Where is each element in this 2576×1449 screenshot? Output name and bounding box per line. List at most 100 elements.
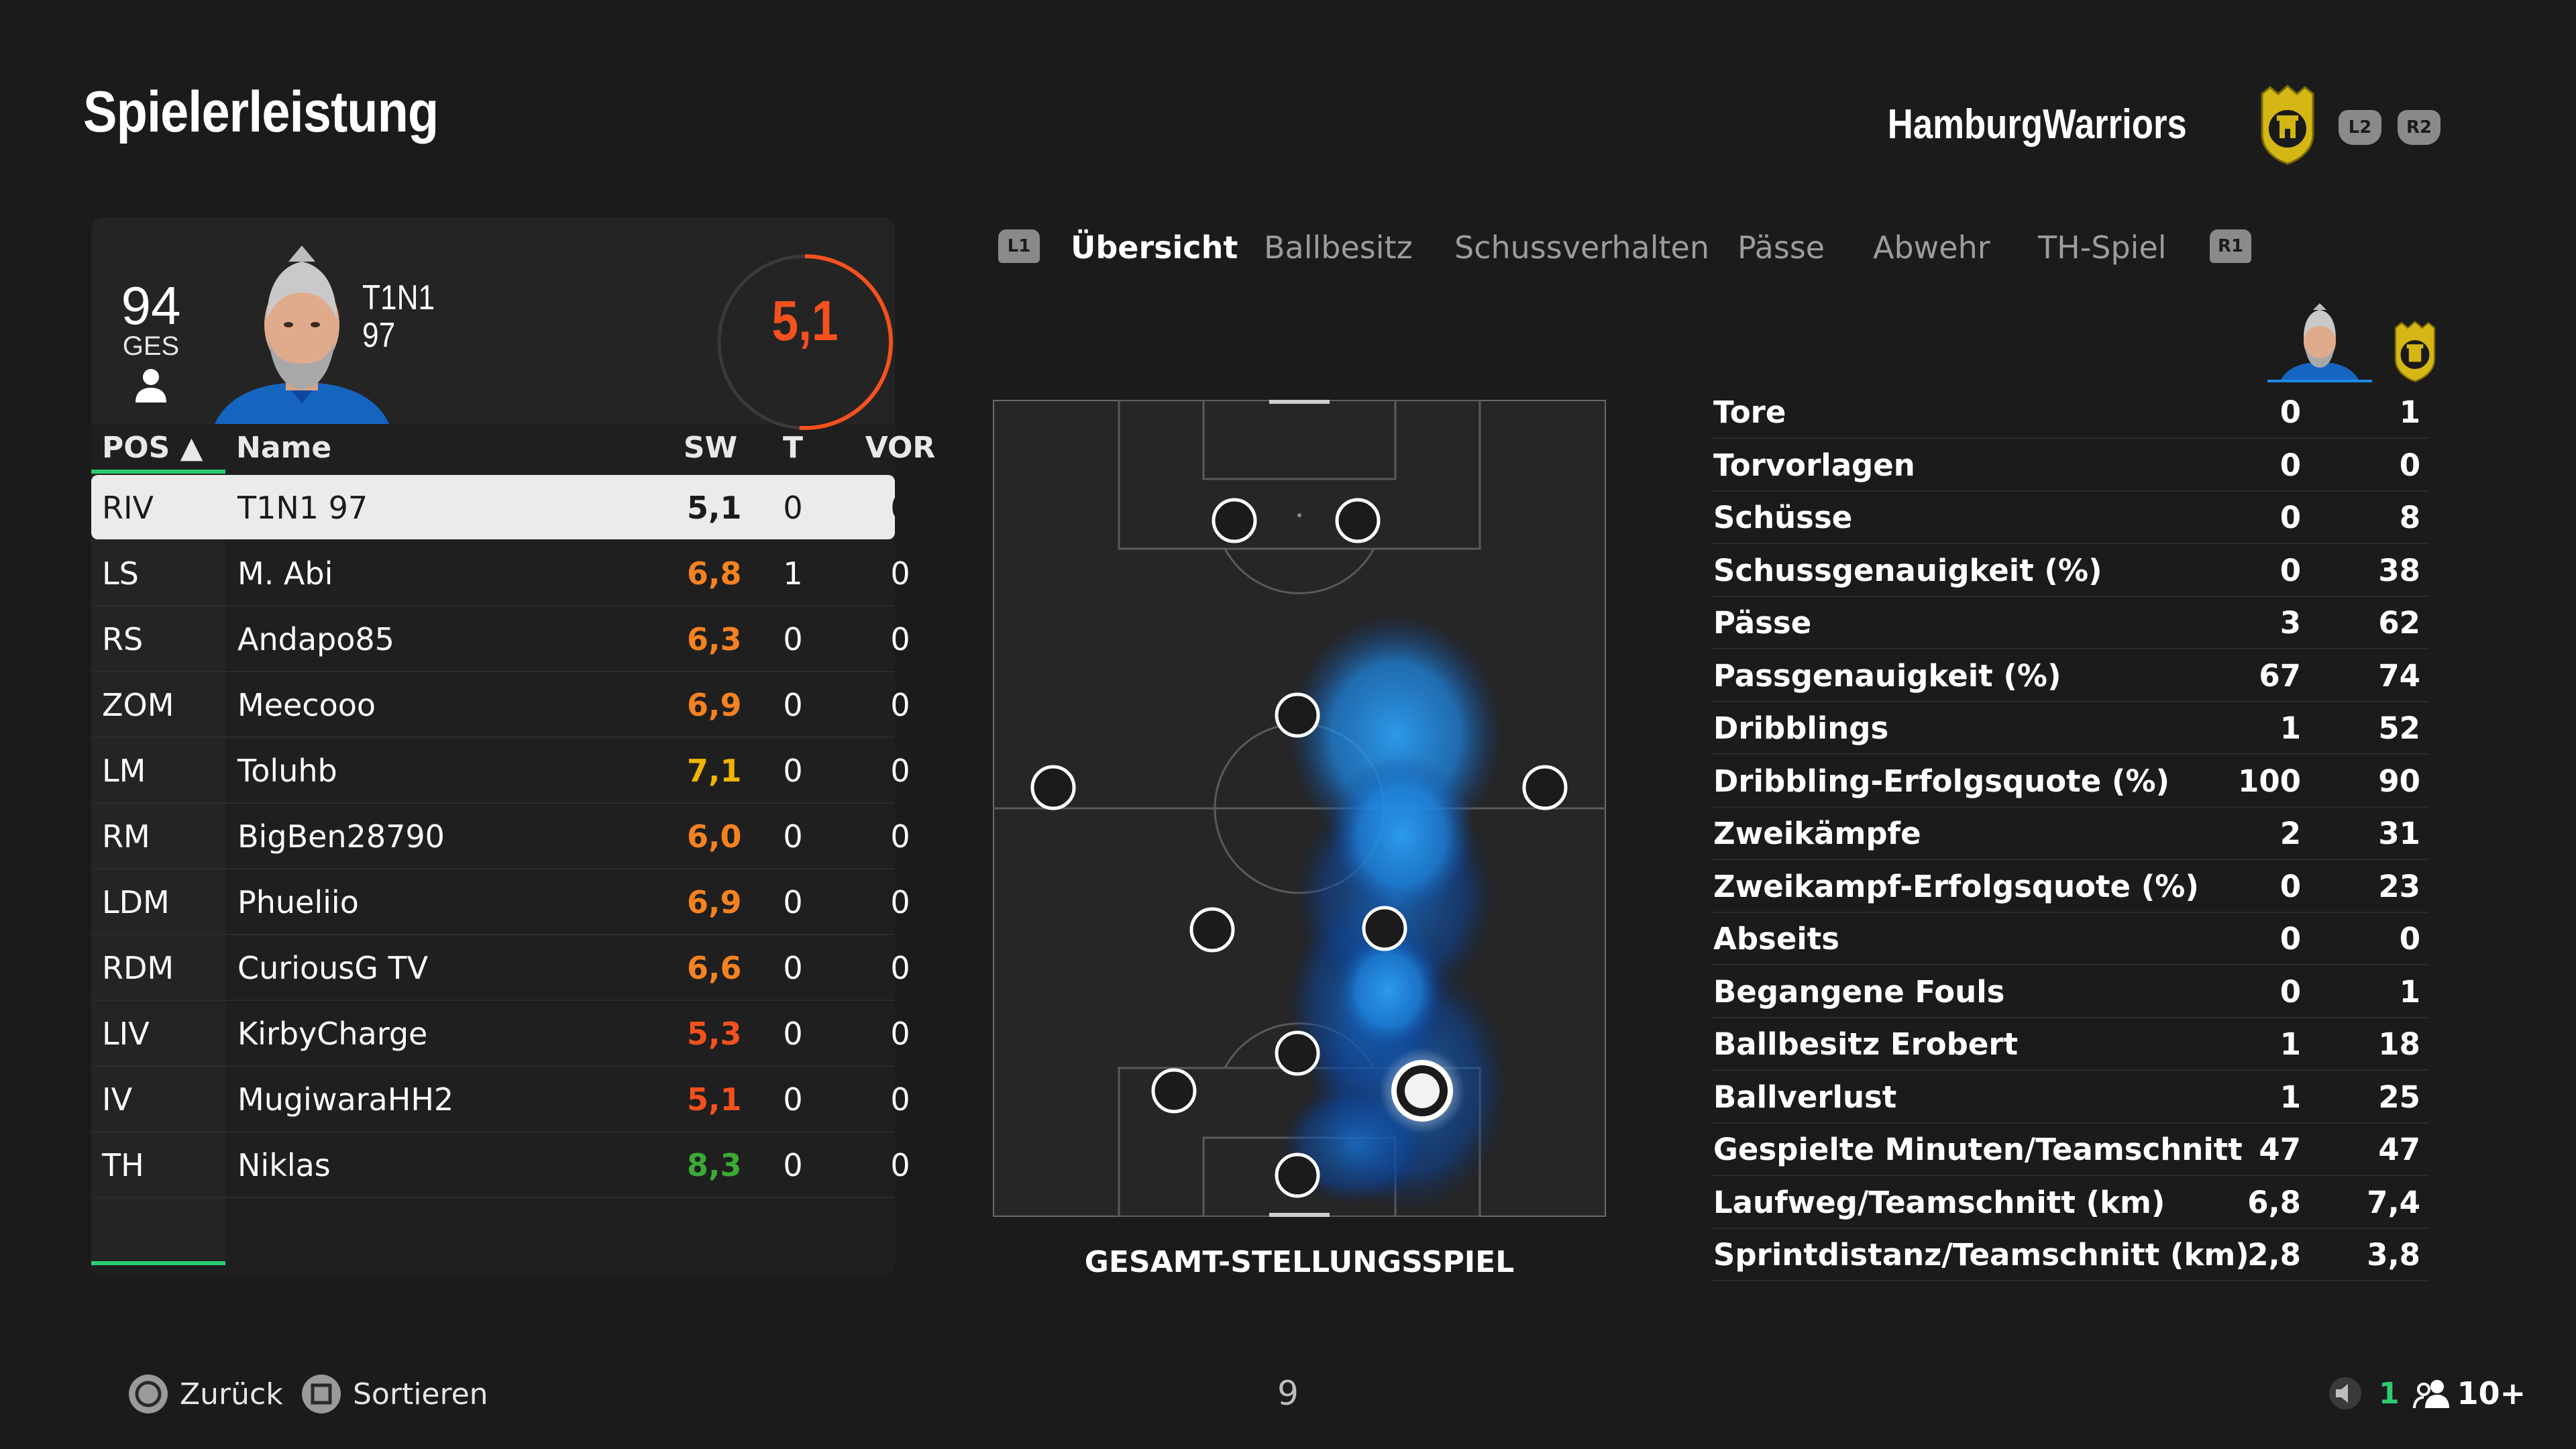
player-rating: 5,1: [687, 1081, 742, 1118]
tab-abwehr[interactable]: Abwehr: [1873, 229, 1990, 266]
stat-team-value: 90: [2378, 763, 2420, 799]
square-button-icon: [302, 1375, 341, 1413]
player-assists: 0: [890, 1081, 910, 1118]
heatmap-caption: GESAMT-STELLUNGSSPIEL: [1084, 1245, 1515, 1279]
player-count: 10+: [2457, 1375, 2526, 1411]
stat-team-value: 52: [2378, 710, 2420, 746]
stat-label: Schüsse: [1713, 500, 1853, 535]
player-assists: 0: [890, 950, 910, 986]
l1-button[interactable]: L1: [998, 229, 1040, 263]
player-goals: 0: [783, 818, 803, 855]
player-goals: 0: [783, 687, 803, 723]
table-row[interactable]: TH Niklas 8,3 0 0: [91, 1132, 910, 1198]
tab-ballbesitz[interactable]: Ballbesitz: [1264, 229, 1413, 266]
column-sw[interactable]: SW: [683, 431, 738, 465]
player-assists: 0: [890, 1016, 910, 1052]
player-name-cell: KirbyCharge: [237, 1016, 428, 1052]
stat-label: Schussgenauigkeit (%): [1713, 553, 2102, 588]
tab-th-spiel[interactable]: TH-Spiel: [2038, 229, 2167, 266]
tab-schussverhalten[interactable]: Schussverhalten: [1454, 229, 1709, 266]
stat-team-value: 1: [2399, 974, 2420, 1010]
player-rating: 6,9: [687, 884, 742, 920]
column-vor[interactable]: VOR: [865, 431, 936, 465]
player-position: LS: [102, 555, 139, 592]
stat-player-value: 0: [2279, 921, 2301, 957]
table-row[interactable]: LS M. Abi 6,8 1 0: [91, 541, 910, 606]
player-name-cell: M. Abi: [237, 555, 333, 592]
r2-button[interactable]: R2: [2398, 110, 2440, 145]
positioning-heatmap: [993, 400, 1606, 1217]
table-row[interactable]: LDM Phueliio 6,9 0 0: [91, 869, 910, 935]
table-row[interactable]: ZOM Meecooo 6,9 0 0: [91, 672, 910, 738]
stat-row: Sprintdistanz/Teamschnitt (km) 2,8 3,8: [1711, 1229, 2428, 1281]
stat-row: Abseits 0 0: [1711, 913, 2428, 965]
stat-team-value: 0: [2399, 921, 2420, 957]
player-name-cell: Niklas: [237, 1147, 331, 1183]
player-name-cell: CuriousG TV: [237, 950, 429, 986]
stat-team-value: 18: [2378, 1026, 2420, 1062]
stat-label: Begangene Fouls: [1713, 974, 2005, 1010]
sort-indicator: [91, 470, 225, 474]
tab-uebersicht[interactable]: Übersicht: [1071, 229, 1238, 266]
back-hint[interactable]: Zurück: [127, 1373, 283, 1415]
stat-row: Dribblings 1 52: [1711, 702, 2428, 755]
player-position: LIV: [102, 1016, 150, 1052]
player-name-cell: Andapo85: [237, 621, 394, 657]
player-rating: 5,1: [687, 490, 742, 526]
stat-label: Ballbesitz Erobert: [1713, 1026, 2019, 1062]
tab-paesse[interactable]: Pässe: [1737, 229, 1825, 266]
stat-row: Schussgenauigkeit (%) 0 38: [1711, 545, 2428, 597]
stat-row: Tore 0 1: [1711, 386, 2428, 439]
group-icon[interactable]: [2412, 1376, 2453, 1411]
social-status: 1 10+: [2328, 1371, 2526, 1415]
player-rating: 8,3: [687, 1147, 742, 1183]
player-goals: 0: [783, 621, 803, 657]
table-row[interactable]: RS Andapo85 6,3 0 0: [91, 606, 910, 672]
player-position: TH: [102, 1147, 144, 1183]
stat-player-value: 6,8: [2247, 1185, 2301, 1220]
stat-team-value: 7,4: [2367, 1185, 2420, 1220]
stat-player-value: 0: [2279, 869, 2301, 904]
player-goals: 0: [783, 1016, 803, 1052]
l2-button[interactable]: L2: [2339, 110, 2381, 145]
player-rating: 6,3: [687, 621, 742, 657]
player-assists: 0: [890, 753, 910, 789]
player-name-cell: Phueliio: [237, 884, 359, 920]
stat-label: Abseits: [1713, 921, 1840, 957]
player-rating: 6,8: [687, 555, 742, 592]
online-count: 1: [2379, 1376, 2400, 1411]
player-name-cell: Toluhb: [237, 753, 337, 789]
player-name-cell: Meecooo: [237, 687, 376, 723]
table-row[interactable]: LIV KirbyCharge 5,3 0 0: [91, 1001, 910, 1067]
player-position: IV: [102, 1081, 133, 1118]
sort-hint[interactable]: Sortieren: [301, 1373, 488, 1415]
back-label: Zurück: [180, 1377, 283, 1411]
stat-row: Ballbesitz Erobert 1 18: [1711, 1018, 2428, 1071]
table-header: POS ▲ Name SW T VOR: [91, 424, 935, 474]
mute-icon[interactable]: [2328, 1376, 2363, 1411]
player-position: RS: [102, 621, 144, 657]
stat-player-value: 100: [2238, 763, 2301, 799]
stat-row: Zweikämpfe 2 31: [1711, 808, 2428, 860]
table-row[interactable]: RM BigBen28790 6,0 0 0: [91, 804, 910, 869]
column-pos[interactable]: POS ▲: [102, 431, 203, 465]
stat-team-value: 62: [2378, 605, 2420, 641]
stat-label: Pässe: [1713, 605, 1812, 641]
stat-team-value: 3,8: [2367, 1237, 2420, 1273]
stat-player-value: 47: [2259, 1132, 2301, 1167]
player-rating: 6,0: [687, 818, 742, 855]
column-name[interactable]: Name: [236, 431, 332, 465]
table-row[interactable]: RIV T1N1 97 5,1 0 0: [91, 475, 910, 539]
table-row[interactable]: IV MugiwaraHH2 5,1 0 0: [91, 1067, 910, 1132]
table-row[interactable]: LM Toluhb 7,1 0 0: [91, 738, 910, 804]
table-row[interactable]: RDM CuriousG TV 6,6 0 0: [91, 935, 910, 1001]
team-crest: [2261, 85, 2314, 165]
stat-player-value: 0: [2279, 500, 2301, 535]
stat-label: Tore: [1713, 394, 1786, 430]
stat-team-value: 74: [2378, 658, 2420, 694]
stat-team-value: 8: [2399, 500, 2420, 535]
stat-player-value: 2,8: [2247, 1237, 2301, 1273]
column-t[interactable]: T: [782, 431, 803, 465]
r1-button[interactable]: R1: [2210, 229, 2251, 263]
player-assists: 0: [890, 818, 910, 855]
